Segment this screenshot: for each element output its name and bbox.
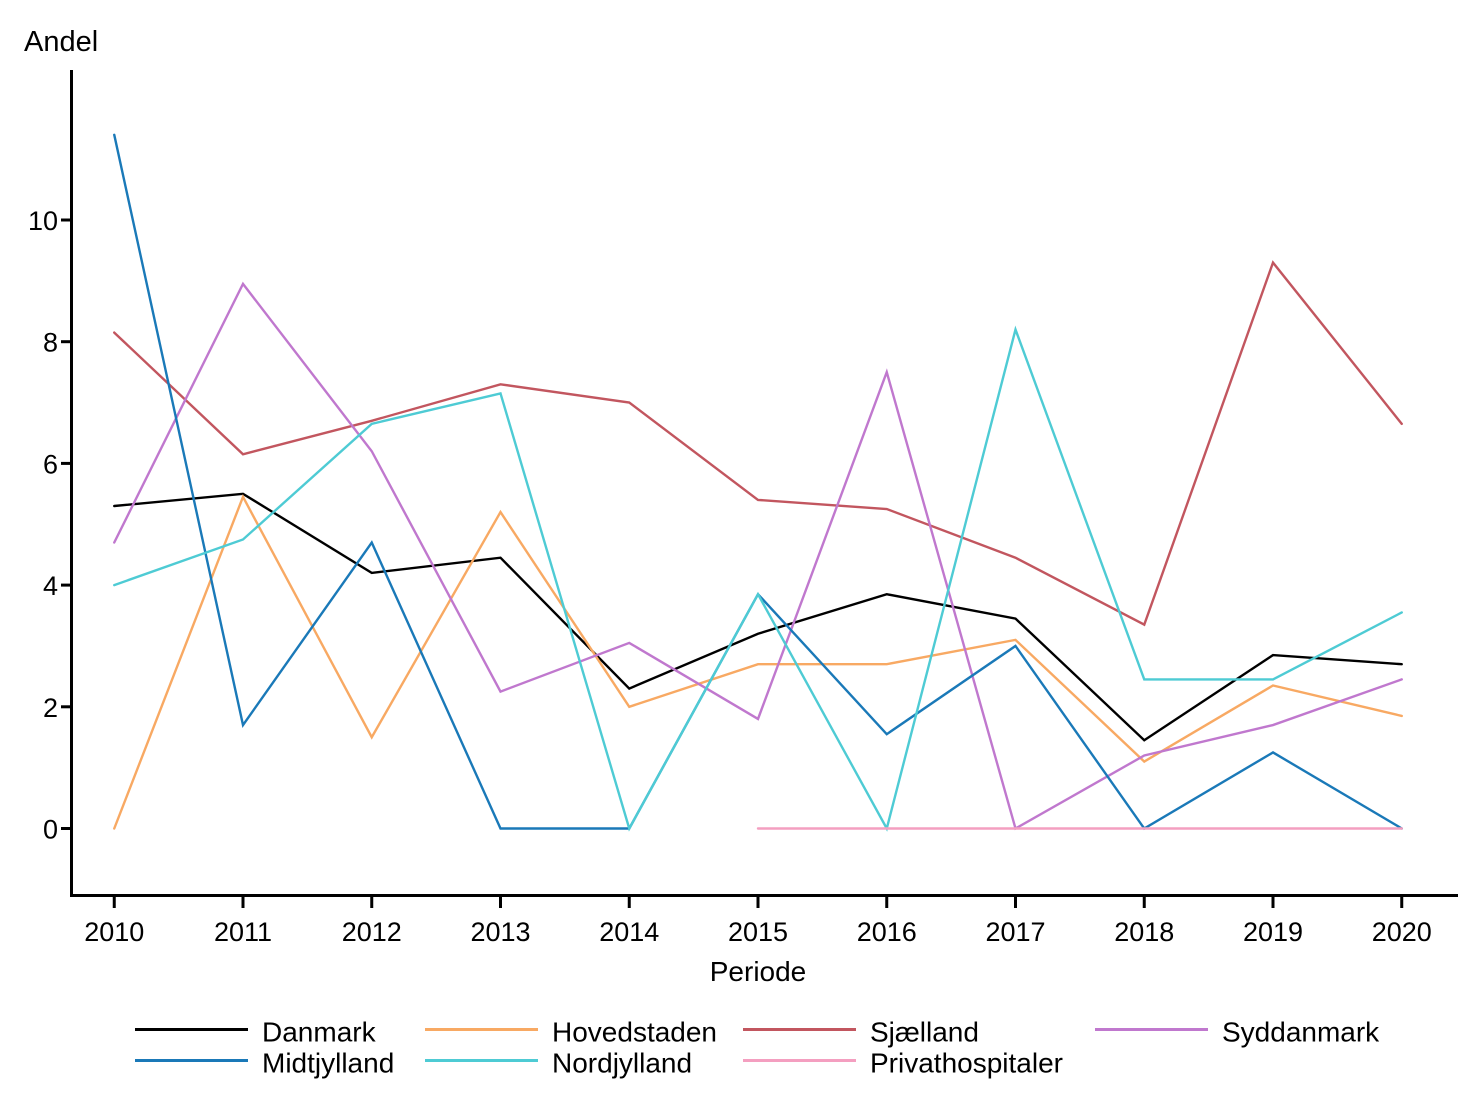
y-tick-label: 2 xyxy=(43,693,58,723)
series-line-hovedstaden xyxy=(113,494,1403,830)
y-tick-label: 4 xyxy=(43,571,58,601)
legend-label-danmark: Danmark xyxy=(262,1017,377,1048)
x-tick-label: 2015 xyxy=(728,917,788,947)
y-tick-label: 8 xyxy=(43,328,58,358)
legend-label-privathospitaler: Privathospitaler xyxy=(870,1048,1063,1079)
axes xyxy=(70,70,1458,897)
x-tick-label: 2016 xyxy=(857,917,917,947)
legend-label-nordjylland: Nordjylland xyxy=(552,1048,692,1079)
y-tick-label: 10 xyxy=(28,206,58,236)
series-line-nordjylland xyxy=(113,325,1403,832)
x-tick-label: 2010 xyxy=(84,917,144,947)
legend-label-sjaelland: Sjælland xyxy=(870,1017,979,1048)
x-tick-label: 2020 xyxy=(1372,917,1432,947)
x-tick-label: 2019 xyxy=(1243,917,1303,947)
series-line-syddanmark xyxy=(113,281,1403,831)
y-tick-label: 0 xyxy=(43,815,58,845)
x-tick-label: 2012 xyxy=(342,917,402,947)
x-axis-title: Periode xyxy=(709,956,807,987)
series-line-danmark xyxy=(113,492,1403,742)
x-tick-label: 2011 xyxy=(214,917,272,947)
y-axis-title: Andel xyxy=(24,26,99,58)
x-tick-label: 2013 xyxy=(470,917,530,947)
x-tick-label: 2017 xyxy=(985,917,1045,947)
y-tick-label: 6 xyxy=(43,449,58,479)
x-tick-label: 2018 xyxy=(1114,917,1174,947)
legend-label-hovedstaden: Hovedstaden xyxy=(552,1017,717,1048)
legend-label-midtjylland: Midtjylland xyxy=(262,1048,394,1079)
series-line-sjaelland xyxy=(113,260,1403,627)
legend-label-syddanmark: Syddanmark xyxy=(1222,1017,1380,1048)
x-tick-label: 2014 xyxy=(599,917,659,947)
